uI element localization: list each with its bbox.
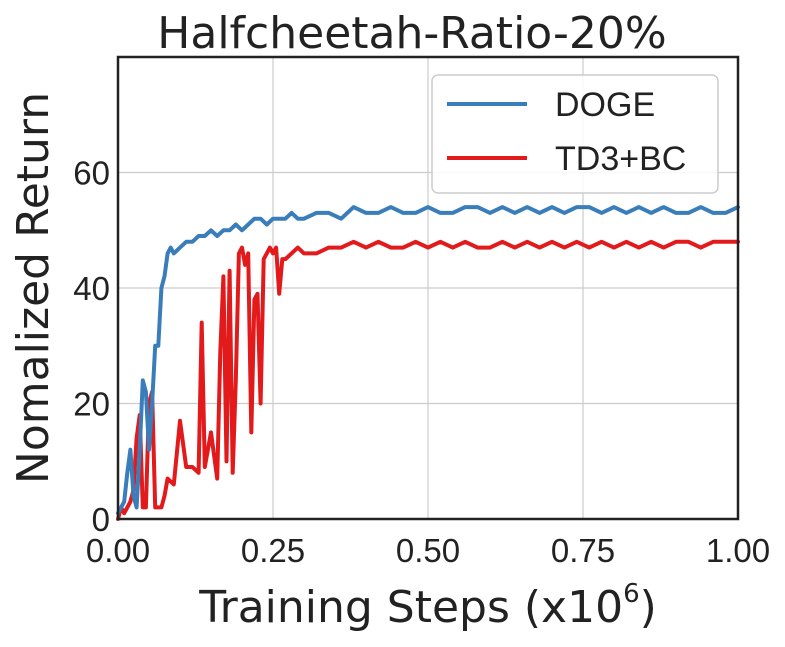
- tick-layer: 0.00 0.25 0.50 0.75 1.00 0 20 40 60: [73, 155, 770, 570]
- x-axis-label: Training Steps (x106): [198, 579, 657, 633]
- y-tick-label: 60: [73, 155, 110, 192]
- x-tick-label: 0.50: [396, 532, 460, 569]
- legend: DOGE TD3+BC: [431, 74, 719, 194]
- x-axis-label-base: 10: [567, 582, 623, 633]
- x-axis-label-exponent: 6: [623, 579, 640, 609]
- series-layer: [116, 205, 740, 521]
- y-axis-label: Nomalized Return: [8, 92, 59, 484]
- x-tick-label: 0.75: [551, 532, 615, 569]
- chart-title: Halfcheetah-Ratio-20%: [157, 8, 666, 59]
- plot-frame: [116, 55, 740, 521]
- series-line-doge: [116, 205, 740, 516]
- legend-label-doge: DOGE: [555, 86, 655, 124]
- x-tick-label: 0.25: [241, 532, 305, 569]
- y-tick-label: 20: [73, 386, 110, 423]
- y-tick-label: 0: [92, 501, 110, 538]
- x-tick-label: 1.00: [706, 532, 770, 569]
- x-axis-label-close: ): [640, 582, 657, 633]
- y-tick-label: 40: [73, 270, 110, 307]
- legend-label-td3bc: TD3+BC: [555, 140, 686, 178]
- series-line-td3bc: [116, 239, 740, 521]
- x-tick-label: 0.00: [86, 532, 150, 569]
